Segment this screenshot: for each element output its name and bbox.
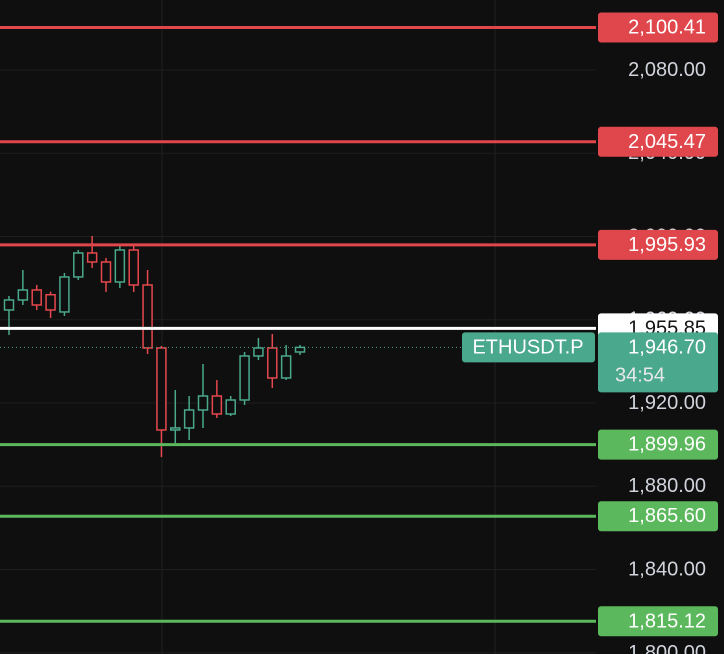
y-tick-label: 1,840.00 bbox=[628, 558, 706, 580]
level-label: 2,045.47 bbox=[628, 131, 706, 153]
candle-body bbox=[253, 347, 264, 357]
level-label: 1,899.96 bbox=[628, 434, 706, 456]
candle-body bbox=[267, 347, 278, 379]
candle-body bbox=[17, 289, 29, 301]
candle-body bbox=[225, 399, 236, 415]
level-label-box bbox=[598, 229, 718, 260]
candle-body bbox=[211, 395, 223, 415]
candle-body bbox=[114, 249, 126, 283]
candle-body bbox=[142, 284, 153, 349]
symbol-box bbox=[462, 332, 595, 363]
candle-body bbox=[280, 355, 292, 379]
candle-body bbox=[183, 409, 195, 429]
last-price-label: 1,946.70 bbox=[628, 336, 706, 358]
overlay: 2,100.412,045.471,995.931,955.851,899.96… bbox=[0, 12, 718, 637]
candle-body bbox=[156, 347, 167, 431]
candle-body bbox=[45, 293, 56, 311]
candle-body bbox=[128, 249, 139, 286]
level-label-box bbox=[598, 501, 718, 532]
y-tick-label: 1,880.00 bbox=[628, 475, 706, 497]
level-label-box bbox=[598, 606, 718, 637]
level-label-box bbox=[598, 12, 718, 43]
candle-body bbox=[73, 252, 84, 278]
y-tick-label: 1,800.00 bbox=[628, 642, 706, 654]
level-label-box bbox=[598, 126, 718, 157]
countdown-label: 34:54 bbox=[615, 364, 665, 386]
candle-body bbox=[239, 355, 250, 401]
level-label: 1,815.12 bbox=[628, 610, 706, 632]
level-label: 1,995.93 bbox=[628, 234, 706, 256]
candle-body bbox=[170, 427, 181, 431]
candle-body bbox=[31, 289, 42, 306]
last-price-box bbox=[598, 332, 718, 393]
candle-body bbox=[100, 261, 112, 283]
symbol-label: ETHUSDT.P bbox=[472, 336, 583, 358]
y-tick-label: 1,920.00 bbox=[628, 392, 706, 414]
level-label-box bbox=[598, 429, 718, 460]
candle-body bbox=[86, 252, 98, 263]
level-label: 2,100.41 bbox=[628, 16, 706, 38]
candle-body bbox=[3, 299, 15, 311]
candles bbox=[3, 235, 306, 457]
candle-body bbox=[294, 346, 306, 353]
y-tick-label: 2,080.00 bbox=[628, 59, 706, 81]
candle-body bbox=[197, 395, 209, 411]
level-label: 1,865.60 bbox=[628, 505, 706, 527]
candle-body bbox=[59, 276, 70, 313]
